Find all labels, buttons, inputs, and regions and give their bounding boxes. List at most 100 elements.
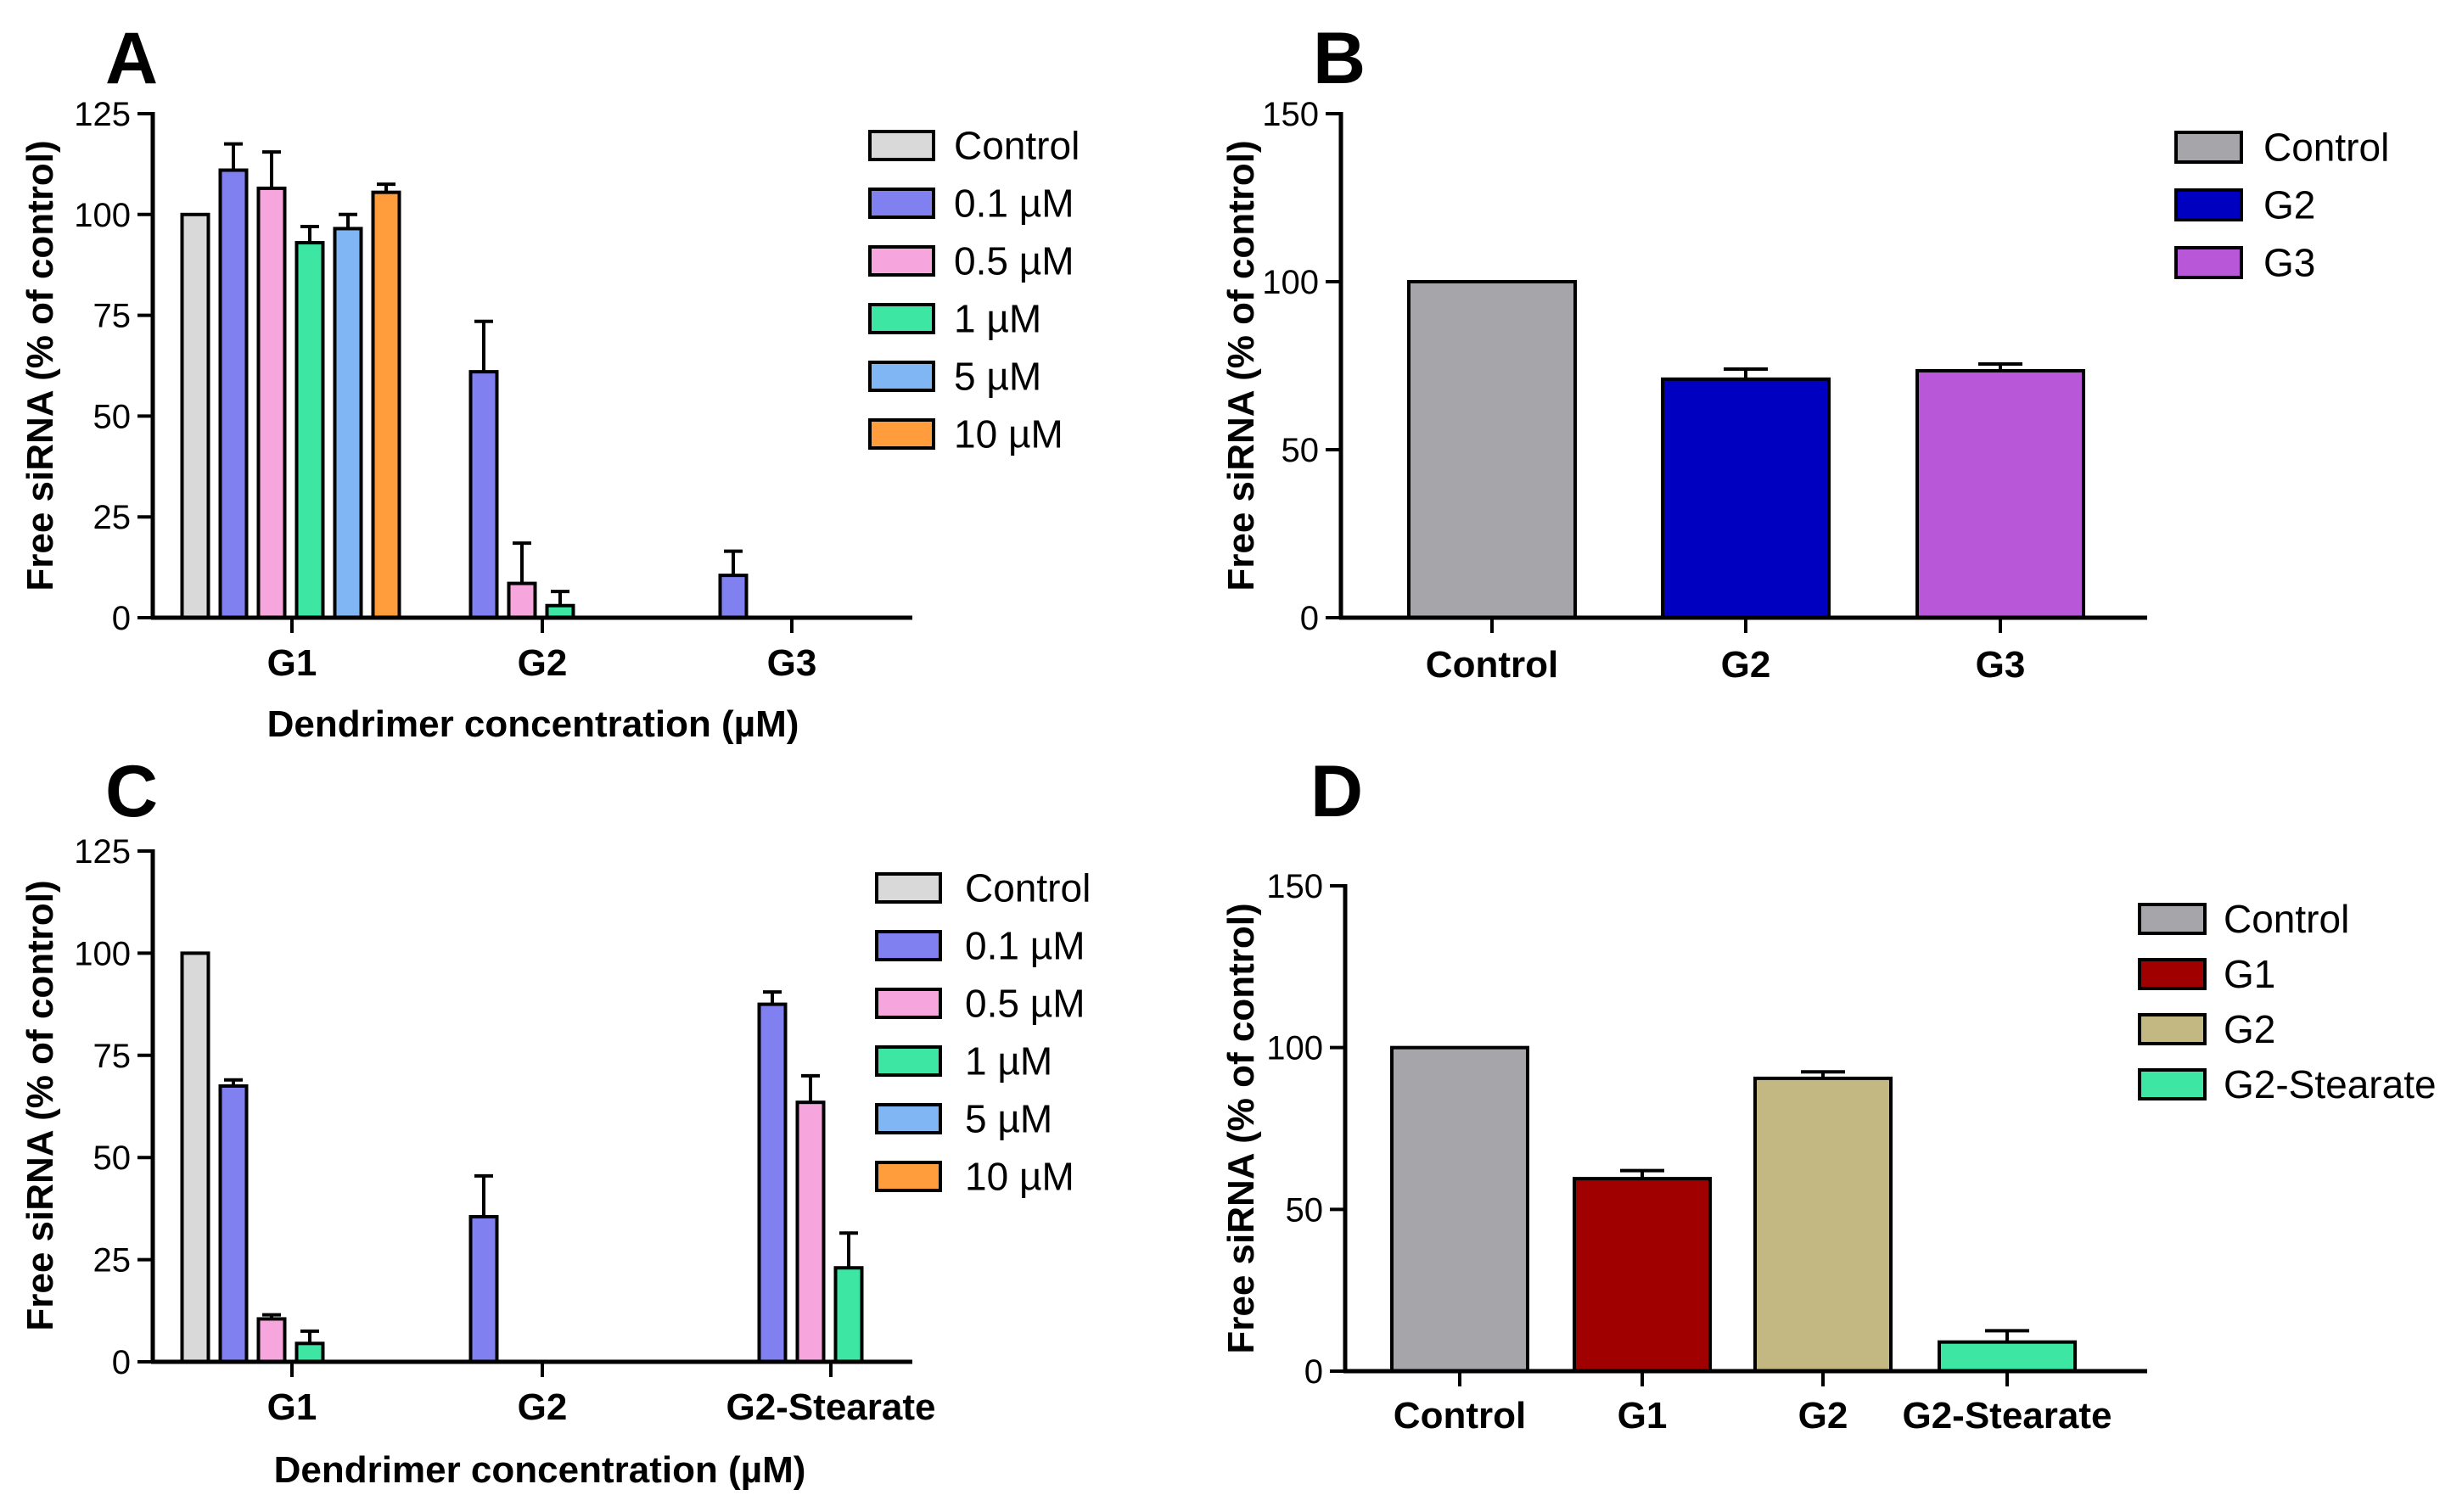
y-axis-title: Free siRNA (% of control) [20,880,61,1330]
y-tick-label: 25 [93,1242,132,1280]
x-axis-title: Dendrimer concentration (µM) [267,703,799,745]
legend-swatch [868,361,935,392]
y-tick-label: 100 [1262,264,1319,301]
legend-swatch [2138,1013,2207,1045]
y-tick-label: 100 [1266,1030,1323,1067]
panel-letter: C [105,751,158,832]
legend-label: G2 [2263,183,2315,227]
legend-swatch [2138,958,2207,990]
legend-label: Control [965,866,1091,910]
panel-letter: B [1313,18,1366,99]
legend-swatch [868,418,935,450]
legend-swatch [868,188,935,219]
bar [833,1266,864,1364]
legend-swatch [875,1161,942,1192]
y-tick-label: 75 [93,298,132,335]
bar [1390,1045,1529,1373]
legend-swatch [875,1045,942,1077]
legend-swatch [875,872,942,904]
legend-label: Control [2263,126,2389,170]
x-category-label: G1 [1618,1395,1668,1436]
legend-swatch [868,303,935,334]
y-tick-label: 100 [74,197,131,234]
x-category-label: G3 [1976,644,2026,686]
y-tick-label: 125 [74,96,131,133]
bar [757,1002,788,1364]
y-tick-label: 50 [1286,1191,1324,1229]
legend-swatch [2174,246,2243,279]
panel-c: C Free siRNA (% of control) 0 25 50 75 100 125 G… [20,751,1091,1491]
y-tick-label: 50 [93,1140,132,1177]
x-category-label: G2-Stearate [726,1386,935,1428]
legend-label: 0.1 µM [954,182,1074,226]
legend-label: 0.5 µM [965,982,1085,1026]
bar [180,951,210,1364]
bar [218,1084,249,1364]
y-tick-label: 50 [1282,432,1320,469]
legend-swatch [2138,1068,2207,1100]
panel-a: A Free siRNA (% of control) 0 25 50 75 100 125 G… [20,18,1080,745]
legend-swatch [2174,131,2243,164]
bar [718,574,749,620]
bar [256,186,287,620]
y-tick-label: 25 [93,499,132,536]
panel-d: D Free siRNA (% of control) 0 50 100 150 Contr… [1220,751,2437,1436]
bar [294,1341,325,1364]
legend-swatch [2138,903,2207,935]
x-category-label: G2 [518,1386,568,1428]
y-tick-label: 0 [1300,600,1319,637]
y-axis-title: Free siRNA (% of control) [1220,903,1262,1353]
bar [294,241,325,619]
bar [1753,1076,1893,1373]
bar [507,581,537,619]
legend-swatch [875,930,942,961]
x-category-label: G1 [267,1386,317,1428]
legend-label: 5 µM [965,1097,1052,1141]
legend-label: Control [2224,897,2349,941]
legend-label: 5 µM [954,355,1041,399]
y-tick-label: 0 [112,1344,131,1381]
legend-label: G2 [2224,1007,2275,1051]
panel-b: B Free siRNA (% of control) 0 50 100 150 Contr… [1220,18,2389,686]
legend-label: 0.1 µM [965,924,1085,968]
y-tick-label: 150 [1262,96,1319,133]
y-tick-label: 0 [112,600,131,637]
x-axis-title: Dendrimer concentration (µM) [274,1449,806,1491]
bar [1407,280,1577,619]
x-category-label: G2 [1721,644,1771,686]
legend-label: 10 µM [954,412,1063,456]
panel-letter: D [1310,751,1363,832]
legend-label: G1 [2224,952,2275,996]
bar [333,227,363,619]
legend-label: 10 µM [965,1155,1074,1199]
x-category-label: G2-Stearate [1902,1395,2112,1436]
legend-label: 1 µM [965,1039,1052,1084]
x-category-label: G2 [518,642,568,684]
bar [218,168,249,619]
y-axis-title: Free siRNA (% of control) [20,140,61,591]
y-tick-label: 100 [74,935,131,972]
legend-swatch [868,245,935,277]
bar [371,190,401,619]
bar [1573,1177,1712,1374]
panel-letter: A [105,18,158,99]
bar [1938,1340,2077,1374]
y-tick-label: 125 [74,833,131,871]
bar [468,370,499,619]
legend-swatch [875,1103,942,1134]
legend-label: Control [954,124,1080,168]
x-category-label: G2 [1798,1395,1848,1436]
legend-swatch [868,130,935,161]
x-category-label: Control [1426,644,1558,686]
y-tick-label: 50 [93,398,132,435]
legend-label: 1 µM [954,297,1041,341]
legend-swatch [2174,188,2243,221]
y-axis-title: Free siRNA (% of control) [1220,140,1262,591]
bar [795,1100,826,1364]
y-tick-label: 0 [1304,1353,1323,1391]
x-category-label: G1 [267,642,317,684]
x-category-label: G3 [767,642,817,684]
bar [256,1317,287,1364]
